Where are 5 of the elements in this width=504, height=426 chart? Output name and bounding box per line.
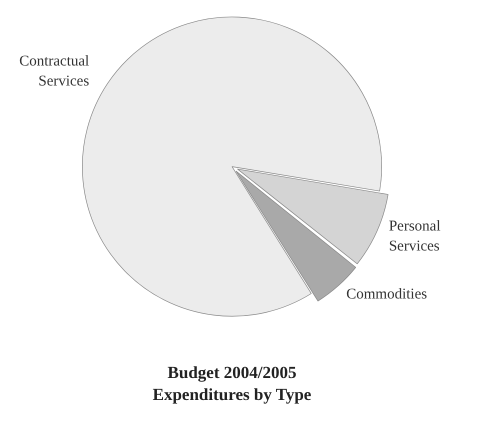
slice-label: Contractual Services [19,53,90,90]
text: Expenditures by Type [152,385,312,404]
slice-label: Commodities [346,286,428,303]
text: Budget 2004/2005 [168,362,296,382]
slice-label: Personal Services [388,218,441,254]
